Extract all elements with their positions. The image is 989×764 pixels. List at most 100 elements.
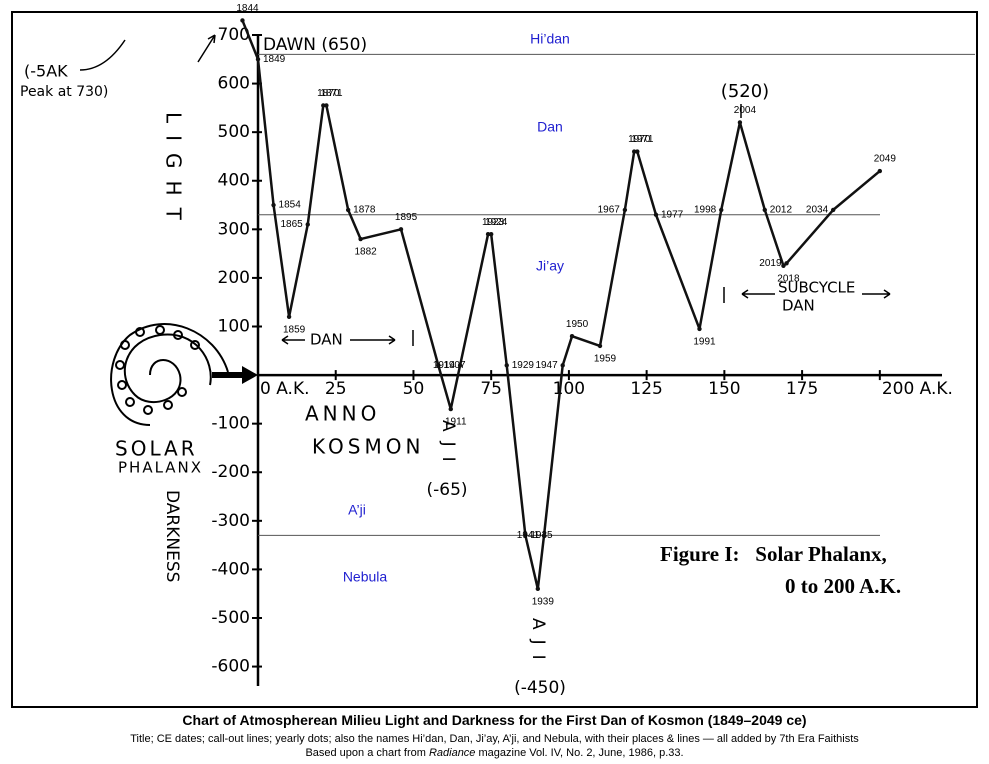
point-label: 1998 — [694, 205, 717, 216]
x-axis-label: ANNO — [305, 402, 380, 426]
caption-title: Chart of Atmospherean Milieu Light and D… — [182, 712, 807, 728]
x-tick-label: 150 — [708, 379, 740, 399]
point-label: 2019 — [759, 258, 782, 269]
point — [485, 231, 491, 237]
point — [535, 586, 541, 592]
region-label: Nebula — [343, 569, 388, 585]
y-tick-label: 400 — [218, 171, 250, 191]
dan-span-arrows — [79, 34, 891, 346]
point — [488, 231, 494, 237]
point-label: 1970 — [628, 134, 651, 145]
y-tick-label: -500 — [211, 608, 250, 628]
y-tick-label: -600 — [211, 657, 250, 677]
point — [523, 533, 528, 538]
point-label: 1977 — [661, 209, 684, 220]
point — [877, 168, 883, 174]
point — [781, 263, 786, 268]
point-label: 1923 — [482, 217, 505, 228]
point-label: 1947 — [535, 360, 558, 371]
point-label: 1991 — [693, 337, 716, 348]
point — [697, 326, 702, 332]
annotation: SUBCYCLE — [778, 279, 855, 297]
point — [830, 207, 836, 213]
point-label: 2004 — [734, 105, 757, 116]
caption-source-italic: Radiance — [428, 747, 476, 759]
y-tick-label: 600 — [218, 74, 250, 94]
x-tick-label: 175 — [786, 379, 818, 399]
point — [653, 212, 659, 217]
annotation: DAN — [310, 331, 343, 349]
region-label: Hi’dan — [530, 31, 570, 47]
y-axis-label: DARKNESS — [162, 490, 182, 582]
point — [436, 363, 441, 368]
point — [321, 103, 326, 108]
point-label: 1914 — [433, 360, 456, 371]
x-tick-label: 0 A.K. — [260, 379, 310, 399]
point-label: 1878 — [353, 205, 376, 216]
point — [737, 120, 743, 125]
region-label: Dan — [537, 119, 563, 135]
annotation: 0 to 200 A.K. — [785, 574, 901, 598]
point-label: 1971 — [631, 134, 654, 145]
point — [635, 149, 640, 154]
region-label: A’ji — [348, 502, 366, 518]
y-tick-label: 100 — [218, 316, 250, 336]
y-tick-label: 700 — [218, 25, 250, 45]
annotation: (-5AK — [24, 62, 68, 81]
origin-label: SOLAR — [115, 437, 198, 461]
caption-source: Based upon a chart from Radiance magazin… — [0, 747, 989, 759]
annotation: DAWN (650) — [263, 35, 367, 55]
point — [504, 363, 509, 368]
x-tick-label: 125 — [630, 379, 662, 399]
point-label: 1911 — [445, 417, 467, 428]
annotation: (-450) — [514, 678, 566, 698]
x-tick-label: 100 — [553, 379, 585, 399]
annotation: (-65) — [426, 480, 467, 500]
point-label: 2049 — [874, 154, 897, 165]
origin-label: PHALANX — [118, 459, 203, 477]
annotation: AJI — [438, 420, 458, 472]
point — [398, 227, 404, 232]
point-label: 1895 — [395, 212, 418, 223]
point — [597, 343, 603, 349]
annotation: AJI — [528, 618, 548, 670]
annotation: (520) — [721, 81, 769, 102]
point-label: 1950 — [566, 319, 589, 330]
x-tick-label: 75 — [480, 379, 502, 399]
spiral-icon — [110, 323, 229, 426]
point — [719, 207, 724, 213]
point-label: 1935 — [530, 530, 553, 541]
point-label: 1849 — [263, 54, 286, 65]
point-label: 1854 — [279, 200, 302, 211]
y-axis-label: LIGHT — [162, 112, 186, 232]
point — [560, 363, 565, 368]
origin-arrow-head — [242, 366, 258, 384]
y-tick-label: 300 — [218, 219, 250, 239]
y-tick-label: 500 — [218, 122, 250, 142]
point-label: 1865 — [280, 219, 303, 230]
point-label: 1870 — [317, 88, 340, 99]
point — [569, 334, 575, 339]
y-tick-label: -400 — [211, 559, 250, 579]
point — [255, 57, 261, 62]
point-label: 1907 — [443, 360, 466, 371]
annotation: Peak at 730) — [20, 84, 108, 100]
point — [632, 149, 637, 154]
point — [305, 222, 310, 227]
x-axis-label: KOSMON — [312, 435, 424, 459]
point — [784, 261, 789, 266]
point-label: 1939 — [532, 596, 555, 607]
point-label: 1859 — [283, 324, 306, 335]
x-tick-label: 50 — [403, 379, 425, 399]
frame — [11, 11, 978, 708]
point-label: 1959 — [594, 354, 617, 365]
caption-source-suffix: magazine Vol. IV, No. 2, June, 1986, p.3… — [475, 747, 684, 759]
y-tick-label: -300 — [211, 511, 250, 531]
region-label: Ji’ay — [536, 258, 564, 274]
y-tick-label: -100 — [211, 414, 250, 434]
point — [286, 314, 292, 319]
point-label: 1929 — [512, 360, 535, 371]
y-tick-label: 200 — [218, 268, 250, 288]
x-tick-label: 25 — [325, 379, 347, 399]
